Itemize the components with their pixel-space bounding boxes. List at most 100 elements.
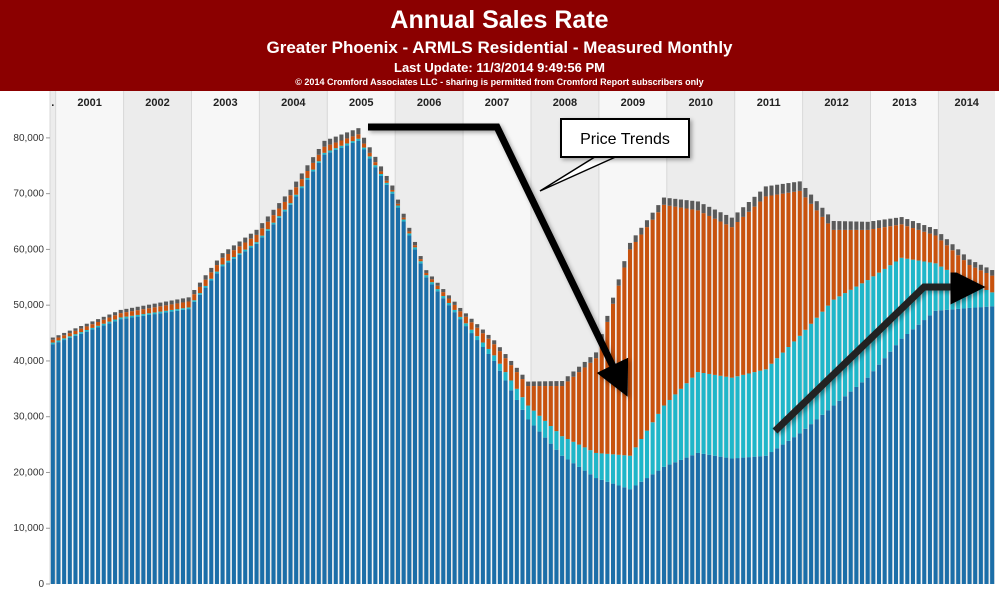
bar-segment-series-3	[441, 289, 446, 293]
bar-segment-series-3	[412, 241, 418, 246]
bar-segment-series-3	[775, 184, 780, 195]
bar-segment-series-1	[656, 413, 661, 471]
bar-segment-series-1	[633, 447, 638, 486]
bar-segment-series-3	[843, 221, 848, 230]
bar-segment-series-0	[565, 459, 570, 584]
year-label: 2013	[892, 97, 916, 109]
bar-segment-series-0	[356, 140, 361, 585]
year-label: 2006	[417, 97, 441, 109]
y-tick-label: 50,000	[13, 300, 44, 311]
bar-segment-series-2	[656, 212, 661, 414]
bar-segment-series-3	[882, 219, 887, 228]
bar-segment-series-0	[412, 249, 418, 584]
bar-segment-series-1	[978, 287, 983, 308]
bar-segment-series-3	[395, 199, 401, 204]
bar-segment-series-2	[746, 211, 751, 374]
bar-segment-series-3	[622, 261, 627, 268]
bar-segment-series-1	[769, 363, 774, 453]
bar-segment-series-0	[786, 440, 791, 584]
bar-segment-series-3	[141, 305, 146, 310]
bar-segment-series-2	[503, 358, 508, 373]
bar-segment-series-0	[282, 211, 287, 584]
bar-segment-series-1	[84, 329, 89, 332]
bar-segment-series-1	[186, 307, 191, 310]
bar-segment-series-3	[203, 275, 208, 280]
bar-segment-series-1	[282, 209, 287, 212]
bar-segment-series-0	[480, 347, 485, 584]
bar-segment-series-2	[916, 229, 921, 261]
bar-segment-series-3	[350, 130, 355, 137]
bar-segment-series-2	[752, 206, 757, 373]
bar-segment-series-2	[526, 386, 531, 406]
bar-segment-series-2	[463, 316, 468, 324]
bar-segment-series-2	[497, 351, 502, 364]
bar-segment-series-1	[582, 447, 587, 471]
callout-box	[560, 118, 690, 158]
year-label: 2010	[689, 97, 713, 109]
bar-segment-series-1	[820, 311, 825, 415]
bar-segment-series-2	[350, 136, 355, 142]
bar-segment-series-0	[656, 470, 661, 584]
bar-segment-series-0	[56, 342, 61, 584]
bar-segment-series-0	[418, 263, 423, 584]
bar-segment-series-0	[243, 251, 248, 584]
bar-segment-series-1	[158, 311, 163, 314]
bar-segment-series-0	[486, 353, 491, 584]
bar-segment-series-1	[175, 309, 180, 311]
bar-segment-series-1	[973, 285, 978, 308]
bar-segment-series-3	[543, 381, 548, 387]
bar-segment-series-3	[701, 204, 706, 214]
bar-segment-series-3	[661, 197, 666, 205]
bar-segment-series-3	[526, 381, 531, 387]
bar-segment-series-0	[79, 333, 84, 584]
bar-segment-series-2	[826, 223, 831, 306]
bar-segment-series-1	[277, 216, 282, 218]
bar-segment-series-0	[520, 409, 525, 584]
bar-segment-series-1	[854, 286, 859, 387]
annotation-overlay: Price Trends	[368, 118, 986, 434]
bar-segment-series-3	[854, 221, 859, 230]
bar-segment-series-2	[871, 228, 876, 277]
bar-segment-series-2	[650, 219, 655, 423]
bar-segment-series-0	[384, 184, 389, 584]
bar-segment-series-2	[990, 275, 995, 293]
bar-segment-series-2	[780, 193, 785, 353]
bar-segment-series-0	[305, 179, 310, 584]
bar-segment-series-2	[775, 194, 780, 359]
bar-segment-series-3	[84, 323, 89, 327]
bar-segment-series-1	[684, 383, 689, 458]
bar-segment-series-0	[333, 149, 338, 584]
bar-segment-series-3	[248, 233, 253, 239]
bar-segment-series-0	[497, 370, 502, 584]
bar-segment-series-1	[526, 405, 531, 420]
bar-segment-series-2	[831, 229, 836, 300]
bar-segment-series-3	[826, 214, 831, 224]
bar-segment-series-2	[701, 213, 706, 374]
bar-segment-series-0	[339, 147, 344, 584]
bar-segment-series-0	[260, 237, 265, 584]
bar-segment-series-2	[135, 310, 140, 315]
bar-segment-series-0	[577, 466, 582, 584]
bar-segment-series-0	[146, 314, 152, 584]
bar-segment-series-2	[175, 303, 180, 310]
bar-segment-series-0	[967, 307, 972, 584]
year-band	[327, 91, 396, 584]
bar-segment-series-1	[214, 271, 219, 274]
bar-segment-series-2	[209, 272, 214, 279]
bar-segment-series-0	[973, 307, 978, 584]
bar-segment-series-3	[209, 267, 214, 273]
bar-segment-series-2	[282, 201, 287, 210]
y-tick-label: 80,000	[13, 133, 44, 144]
bar-segment-series-0	[265, 230, 270, 584]
bar-segment-series-3	[910, 221, 915, 229]
bar-segment-series-1	[379, 174, 384, 176]
bar-segment-series-1	[169, 309, 174, 312]
bar-segment-series-2	[792, 191, 797, 342]
bar-segment-series-3	[763, 186, 768, 197]
bar-segment-series-2	[73, 330, 78, 335]
bar-segment-series-3	[424, 270, 429, 273]
bar-segment-series-2	[248, 238, 253, 246]
bar-segment-series-1	[463, 323, 468, 327]
bar-segment-series-3	[792, 182, 797, 192]
bar-segment-series-0	[763, 455, 768, 584]
